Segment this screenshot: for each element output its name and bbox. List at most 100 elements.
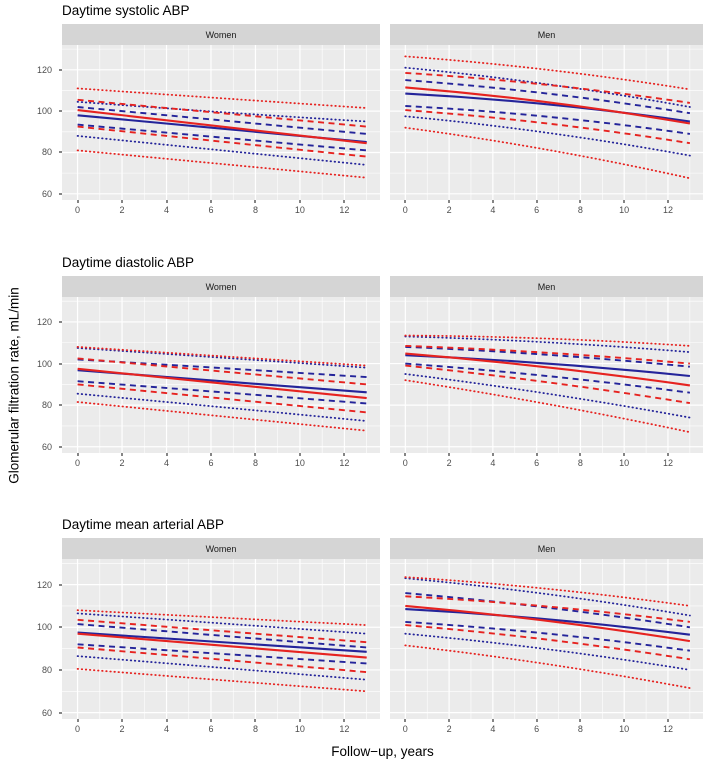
y-tick-label: 120 (36, 316, 52, 327)
series-red-solid-mean (405, 352, 691, 387)
series-red-dotted-upper (404, 576, 691, 607)
x-tick-mark (448, 453, 450, 456)
facet-strip-women: Women (62, 24, 380, 45)
series-red-dotted-upper (404, 55, 691, 91)
x-tick-mark (254, 719, 257, 722)
y-tick-label: 80 (41, 400, 52, 411)
series-blue-dotted-lower (404, 373, 691, 419)
y-tick-mark (59, 669, 62, 671)
chart-row-daytime-systolic: Daytime systolic ABP Women Men 0 2 4 6 8 10 12… (0, 0, 708, 252)
facet-strip-men: Men (390, 24, 703, 45)
facet-panel-men (390, 45, 703, 200)
series-blue-dotted-lower (76, 655, 368, 681)
panel-host: 0 2 4 6 8 10 12 0 2 4 6 8 10 12 60 80 100 120 (0, 514, 708, 740)
x-tick-label: 2 (446, 458, 452, 468)
x-tick-mark (165, 200, 168, 203)
x-tick-label: 8 (252, 458, 258, 468)
series-red-dashed-upper (77, 618, 367, 644)
x-tick-label: 4 (490, 458, 496, 468)
series-red-dashed-upper (405, 595, 691, 623)
y-tick-label: 60 (41, 441, 52, 452)
x-tick-label: 12 (339, 458, 350, 468)
y-tick-label: 100 (36, 106, 52, 117)
x-tick-mark (667, 453, 669, 456)
x-tick-label: 10 (619, 724, 630, 734)
x-tick-mark (210, 200, 212, 203)
x-tick-label: 4 (490, 205, 496, 215)
series-blue-dashed-lower (77, 643, 367, 665)
series-blue-dashed-upper (405, 79, 691, 115)
series-red-dashed-upper (405, 71, 691, 104)
series-blue-dotted-lower (76, 392, 368, 422)
y-tick-mark (59, 110, 62, 112)
facet-strip-label: Men (537, 29, 556, 40)
y-tick-mark (59, 151, 62, 154)
series-red-dashed-lower (405, 109, 691, 145)
x-tick-label: 12 (662, 458, 673, 468)
x-tick-mark (404, 719, 406, 722)
x-tick-label: 6 (208, 458, 214, 468)
series-red-solid-mean (77, 632, 367, 659)
x-tick-mark (492, 719, 494, 722)
y-tick-label: 80 (41, 147, 52, 158)
series-blue-dotted-lower (404, 632, 691, 671)
x-tick-label: 4 (490, 724, 496, 734)
x-tick-label: 2 (119, 458, 125, 468)
facet-strip-label: Women (205, 29, 237, 40)
x-tick-mark (623, 453, 625, 456)
series-red-dotted-upper (76, 346, 368, 367)
chart-row-daytime-diastolic: Daytime diastolic ABP Women Men 0 2 4 6 8 10 1… (0, 252, 708, 514)
x-tick-label: 8 (252, 205, 258, 215)
series-blue-dotted-upper (76, 612, 368, 635)
facet-panel-women (62, 297, 380, 453)
y-tick-label: 100 (36, 358, 52, 369)
x-tick-label: 10 (294, 458, 305, 468)
x-axis-title: Follow−up, years (331, 744, 434, 759)
x-tick-label: 0 (402, 458, 408, 468)
x-tick-mark (536, 200, 538, 203)
x-tick-label: 6 (208, 205, 214, 215)
x-tick-mark (254, 453, 257, 456)
series-red-dashed-lower (405, 364, 691, 405)
x-tick-mark (76, 719, 79, 722)
x-tick-label: 12 (339, 205, 350, 215)
x-tick-label: 4 (164, 458, 170, 468)
x-tick-mark (579, 453, 582, 456)
x-tick-mark (448, 719, 450, 722)
series-blue-dashed-upper (77, 106, 367, 135)
x-tick-label: 10 (619, 205, 630, 215)
x-tick-mark (448, 200, 450, 203)
series-blue-dashed-lower (77, 380, 367, 405)
series-red-dotted-lower (404, 379, 691, 434)
x-tick-label: 2 (119, 205, 125, 215)
y-tick-mark (59, 362, 62, 365)
series-blue-dashed-lower (405, 362, 691, 394)
series-blue-dashed-upper (405, 592, 691, 629)
facet-panel-women (62, 45, 380, 200)
x-tick-mark (343, 453, 346, 456)
panel-background (62, 559, 380, 719)
series-blue-dotted-upper (404, 335, 691, 353)
series-red-solid-mean (405, 86, 691, 125)
panel-background (390, 297, 703, 453)
series-red-dotted-lower (76, 149, 368, 179)
facet-strip-men: Men (390, 276, 703, 297)
series-red-solid-mean (77, 367, 367, 400)
x-tick-mark (76, 453, 79, 456)
x-tick-mark (165, 719, 168, 722)
series-blue-dashed-upper (77, 358, 367, 379)
series-blue-dotted-lower (404, 115, 691, 157)
chart-row-daytime-mean-arterial: Daytime mean arterial ABP Women Men 0 2 4 6… (0, 514, 708, 740)
series-red-dashed-upper (405, 344, 690, 365)
x-tick-label: 6 (534, 205, 540, 215)
y-tick-mark (59, 583, 62, 586)
y-tick-mark (59, 193, 62, 195)
row-title-systolic: Daytime systolic ABP (62, 3, 190, 18)
x-tick-label: 8 (577, 205, 583, 215)
x-tick-label: 12 (339, 724, 350, 734)
x-tick-mark (492, 200, 494, 203)
facet-strip-label: Men (537, 543, 556, 554)
x-tick-label: 10 (619, 458, 630, 468)
y-tick-label: 120 (36, 64, 52, 75)
